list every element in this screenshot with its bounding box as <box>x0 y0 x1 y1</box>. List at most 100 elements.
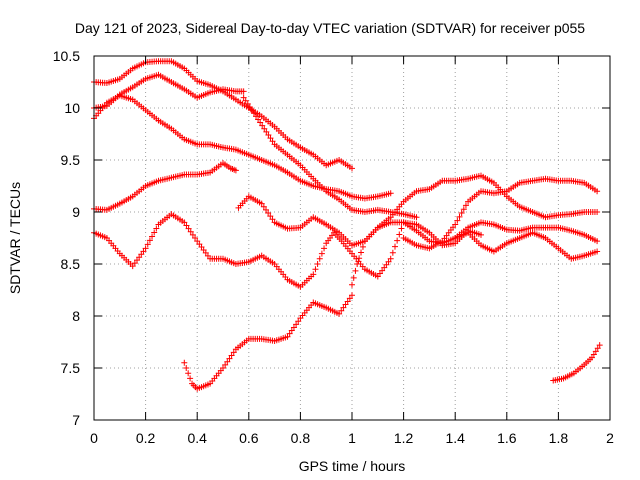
data-point <box>255 116 262 123</box>
data-point <box>151 229 158 236</box>
data-point <box>263 206 269 213</box>
data-point <box>454 217 461 224</box>
data-point <box>594 345 601 352</box>
y-tick-label: 8 <box>72 308 80 324</box>
data-point <box>350 274 357 281</box>
axis-ticks: 0 0.2 0.4 0.6 0.8 1 1.2 1.4 1.6 1.8 2 7 7.5 8 8.5 9 9.5 1… <box>53 48 614 446</box>
data-point <box>261 125 268 132</box>
data-point <box>222 361 229 368</box>
data-point <box>321 245 328 252</box>
x-tick-label: 0.4 <box>187 430 207 446</box>
data-point <box>189 231 196 238</box>
data-point <box>269 138 276 145</box>
data-point <box>310 271 317 278</box>
data-point <box>318 250 325 257</box>
data-point <box>452 221 459 228</box>
data-point <box>146 237 153 244</box>
data-point <box>232 167 239 174</box>
x-tick-label: 2 <box>606 430 614 446</box>
data-point <box>269 216 276 223</box>
data-point <box>592 348 599 355</box>
y-tick-label: 7 <box>72 412 80 428</box>
data-point <box>594 188 601 195</box>
data-point <box>265 210 272 217</box>
data-point <box>349 292 355 299</box>
data-point <box>290 324 297 331</box>
y-tick-label: 8.5 <box>61 256 81 272</box>
data-point <box>220 365 226 371</box>
data-point <box>312 266 319 273</box>
data-point <box>295 318 302 325</box>
data-point <box>265 132 272 139</box>
data-point <box>594 248 601 255</box>
data-point <box>267 135 274 142</box>
data-point <box>293 321 300 328</box>
data-point <box>242 97 249 104</box>
data-point <box>244 100 251 107</box>
data-point <box>183 222 190 229</box>
data-point <box>352 267 359 274</box>
data-point <box>228 352 235 359</box>
data-point <box>240 88 247 95</box>
data-point <box>594 238 601 245</box>
data-point <box>346 295 353 302</box>
data-point <box>358 249 365 256</box>
data-point <box>263 128 270 135</box>
data-point <box>246 103 253 110</box>
data-point <box>316 255 323 262</box>
x-tick-label: 0.2 <box>136 430 156 446</box>
data-markers <box>91 58 603 392</box>
data-point <box>224 358 231 365</box>
data-point <box>185 370 192 377</box>
series-arc-k <box>452 219 601 245</box>
data-point <box>462 202 469 209</box>
data-point <box>258 200 265 207</box>
data-point <box>344 298 351 305</box>
data-point <box>240 94 247 101</box>
data-point <box>250 110 257 117</box>
data-point <box>187 228 194 235</box>
data-point <box>349 165 355 172</box>
data-point <box>590 351 597 358</box>
series-arc-c <box>91 92 394 202</box>
y-tick-label: 10.5 <box>53 48 80 64</box>
data-point <box>185 225 192 232</box>
y-tick-label: 10 <box>64 100 80 116</box>
data-point <box>356 255 363 262</box>
data-point <box>456 213 463 220</box>
data-point <box>340 304 347 311</box>
data-point <box>594 209 601 215</box>
data-point <box>478 231 484 238</box>
y-tick-label: 9 <box>72 204 80 220</box>
data-point <box>596 342 603 349</box>
data-point <box>458 210 465 217</box>
data-point <box>314 261 321 267</box>
data-point <box>336 310 343 317</box>
series-arc-h <box>181 292 355 392</box>
data-point <box>359 243 366 250</box>
x-tick-label: 1.4 <box>445 430 465 446</box>
y-tick-label: 9.5 <box>61 152 81 168</box>
data-point <box>149 233 156 240</box>
data-point <box>267 213 274 220</box>
data-point <box>284 333 291 340</box>
data-point <box>153 225 160 232</box>
data-point <box>230 349 237 356</box>
series-arc-e <box>91 160 239 213</box>
data-point <box>144 241 151 248</box>
data-point <box>142 245 149 252</box>
chart-title: Day 121 of 2023, Sidereal Day-to-day VTE… <box>75 20 585 36</box>
series-arc-l <box>550 342 603 384</box>
data-point <box>392 243 398 250</box>
y-tick-label: 7.5 <box>61 360 81 376</box>
data-point <box>260 203 267 210</box>
data-point <box>259 122 266 129</box>
x-tick-label: 0.6 <box>239 430 259 446</box>
data-point <box>460 206 467 213</box>
data-point <box>387 255 394 262</box>
data-point <box>396 231 403 238</box>
data-point <box>349 281 355 288</box>
data-point <box>187 375 194 382</box>
